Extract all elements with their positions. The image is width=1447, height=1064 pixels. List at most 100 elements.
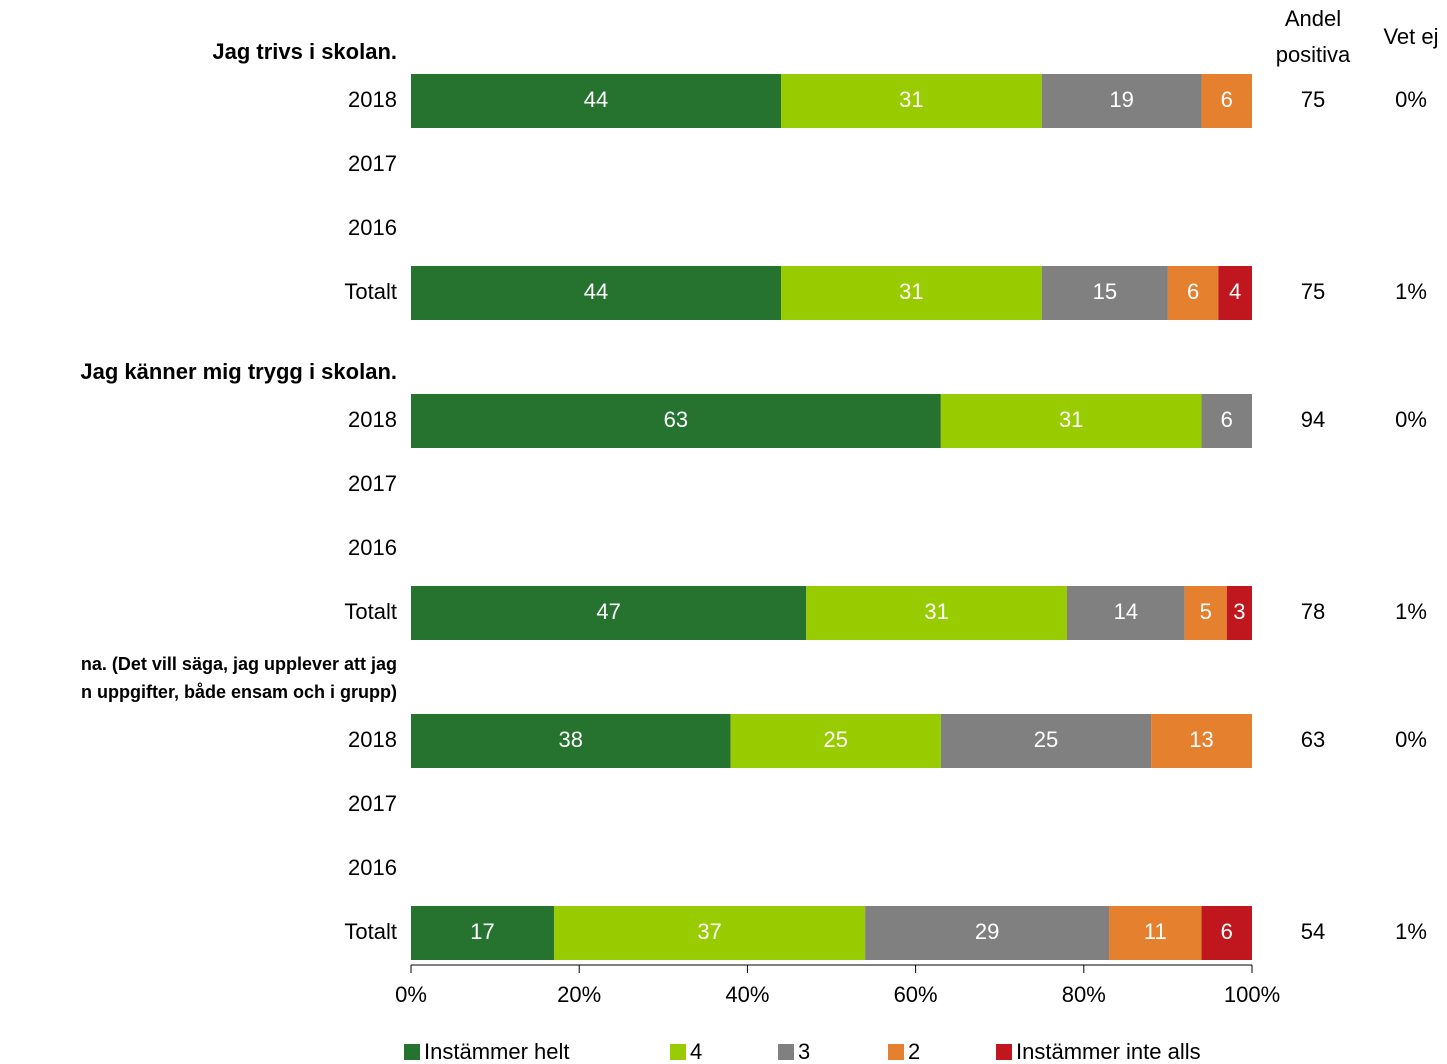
category-label: 2018 (348, 87, 397, 112)
dont-know-share: 1% (1395, 599, 1427, 624)
x-tick-label: 0% (395, 982, 427, 1007)
bar-value-label: 31 (899, 279, 923, 304)
category-label: 2018 (348, 727, 397, 752)
bar-segment (730, 714, 941, 768)
dont-know-share: 1% (1395, 919, 1427, 944)
group-title: n uppgifter, både ensam och i grupp) (81, 682, 397, 702)
bar-value-label: 14 (1114, 599, 1138, 624)
bar-segment (1201, 906, 1252, 960)
bar-value-label: 15 (1093, 279, 1117, 304)
group-title: Jag trivs i skolan. (212, 39, 397, 64)
bar-value-label: 31 (924, 599, 948, 624)
positive-share: 78 (1301, 599, 1325, 624)
x-tick-label: 80% (1062, 982, 1106, 1007)
positive-share: 75 (1301, 87, 1325, 112)
bar-segment (411, 586, 807, 640)
bar-segment (1226, 586, 1252, 640)
bar-segment (1109, 906, 1202, 960)
bar-segment (411, 714, 731, 768)
bar-value-label: 6 (1221, 919, 1233, 944)
legend-label: 4 (690, 1039, 702, 1064)
positive-share: 94 (1301, 407, 1325, 432)
bar-value-label: 31 (899, 87, 923, 112)
bar-value-label: 25 (823, 727, 847, 752)
column-header: Vet ej (1383, 24, 1438, 49)
bar-segment (781, 74, 1042, 128)
dont-know-share: 0% (1395, 727, 1427, 752)
dont-know-share: 0% (1395, 407, 1427, 432)
x-tick-label: 20% (557, 982, 601, 1007)
legend-swatch (404, 1044, 420, 1060)
column-header: Andel (1285, 6, 1341, 31)
bar-segment (553, 906, 866, 960)
bar-value-label: 31 (1059, 407, 1083, 432)
dont-know-share: 1% (1395, 279, 1427, 304)
category-label: Totalt (344, 599, 397, 624)
bar-value-label: 6 (1221, 87, 1233, 112)
group-title: na. (Det vill säga, jag upplever att jag (81, 654, 397, 674)
category-label: 2017 (348, 471, 397, 496)
x-tick-label: 60% (894, 982, 938, 1007)
category-label: Totalt (344, 919, 397, 944)
bar-segment (1151, 714, 1252, 768)
bar-segment (1066, 586, 1185, 640)
bar-value-label: 13 (1189, 727, 1213, 752)
category-label: 2017 (348, 151, 397, 176)
bar-value-label: 38 (559, 727, 583, 752)
bar-segment (1201, 394, 1252, 448)
category-label: 2016 (348, 535, 397, 560)
x-tick-label: 100% (1224, 982, 1280, 1007)
bar-value-label: 25 (1034, 727, 1058, 752)
legend-label: Instämmer inte alls (1016, 1039, 1201, 1064)
column-header: positiva (1276, 42, 1351, 67)
bar-segment (1184, 586, 1227, 640)
bar-segment (1167, 266, 1219, 320)
bar-segment (940, 394, 1202, 448)
bar-segment (411, 74, 782, 128)
bar-segment (781, 266, 1042, 320)
category-label: 2016 (348, 855, 397, 880)
bar-segment (411, 266, 782, 320)
x-tick-label: 40% (725, 982, 769, 1007)
bar-segment (1201, 74, 1252, 128)
bar-segment (940, 714, 1152, 768)
bar-segment (865, 906, 1110, 960)
legend-swatch (996, 1044, 1012, 1060)
bar-value-label: 11 (1144, 919, 1167, 944)
category-label: 2017 (348, 791, 397, 816)
legend-label: 2 (908, 1039, 920, 1064)
bar-value-label: 44 (584, 87, 608, 112)
category-label: 2016 (348, 215, 397, 240)
bar-value-label: 47 (596, 599, 620, 624)
bar-value-label: 4 (1229, 279, 1241, 304)
legend-label: Instämmer helt (424, 1039, 570, 1064)
bar-segment (1218, 266, 1252, 320)
legend-swatch (778, 1044, 794, 1060)
dont-know-share: 0% (1395, 87, 1427, 112)
positive-share: 75 (1301, 279, 1325, 304)
bar-value-label: 63 (664, 407, 688, 432)
bar-value-label: 3 (1233, 599, 1245, 624)
bar-segment (806, 586, 1067, 640)
bar-value-label: 5 (1200, 599, 1212, 624)
positive-share: 63 (1301, 727, 1325, 752)
group-title: Jag känner mig trygg i skolan. (80, 359, 397, 384)
bar-segment (1041, 74, 1202, 128)
legend-label: 3 (798, 1039, 810, 1064)
bar-value-label: 44 (584, 279, 608, 304)
category-label: 2018 (348, 407, 397, 432)
bar-value-label: 29 (975, 919, 999, 944)
bar-value-label: 17 (470, 919, 494, 944)
bar-value-label: 19 (1109, 87, 1133, 112)
bar-segment (411, 394, 941, 448)
bar-segment (1041, 266, 1168, 320)
bar-value-label: 37 (697, 919, 721, 944)
legend-swatch (888, 1044, 904, 1060)
legend-swatch (670, 1044, 686, 1060)
bar-segment (411, 906, 554, 960)
category-label: Totalt (344, 279, 397, 304)
bar-value-label: 6 (1221, 407, 1233, 432)
positive-share: 54 (1301, 919, 1325, 944)
bar-value-label: 6 (1187, 279, 1199, 304)
